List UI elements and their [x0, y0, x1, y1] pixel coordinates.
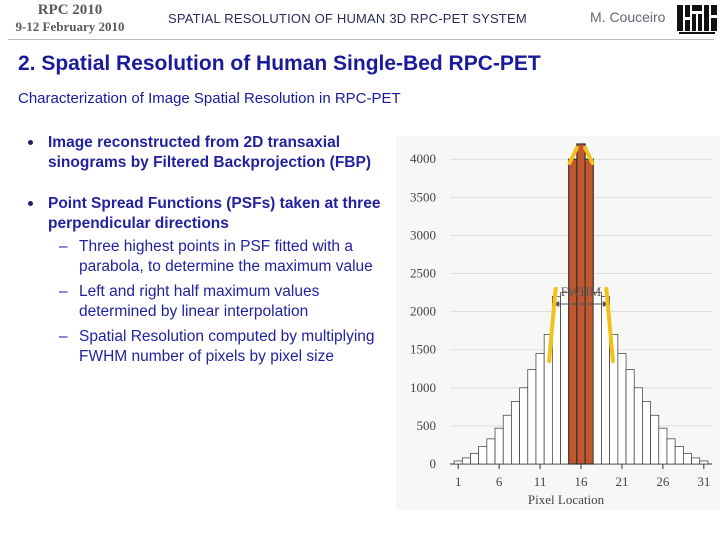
- psf-bar: [650, 414, 660, 465]
- left-half-max-marker: [547, 286, 558, 364]
- psf-bar: [527, 369, 537, 465]
- y-tick-label: 4000: [410, 151, 436, 166]
- psf-bar: [617, 353, 627, 465]
- conference-label: RPC 2010 9-12 February 2010: [0, 0, 140, 35]
- header-divider: [8, 39, 714, 40]
- y-tick-label: 1000: [410, 380, 436, 395]
- psf-bar: [568, 158, 578, 465]
- x-tick-label: 31: [697, 474, 710, 489]
- bullet-item: Point Spread Functions (PSFs) taken at t…: [24, 194, 390, 366]
- fwhm-label: FWHM: [561, 284, 602, 299]
- x-tick-label: 26: [656, 474, 670, 489]
- psf-bar: [658, 427, 668, 465]
- psf-bar: [699, 460, 709, 465]
- psf-bar: [470, 452, 480, 465]
- sub-bullet-item: – Three highest points in PSF fitted with…: [48, 237, 390, 276]
- psf-bar: [666, 438, 676, 465]
- psf-bar: [535, 353, 545, 465]
- psf-bar: [625, 369, 635, 465]
- conference-name: RPC 2010: [37, 2, 103, 18]
- bullet-text: Image reconstructed from 2D transaxial s…: [48, 134, 371, 171]
- psf-bar: [682, 452, 692, 465]
- dash-icon: –: [59, 328, 68, 345]
- slide-subtitle: Characterization of Image Spatial Resolu…: [18, 90, 401, 107]
- psf-bar: [633, 387, 643, 465]
- psf-bar: [519, 387, 529, 465]
- sub-bullet-list: – Three highest points in PSF fitted with…: [48, 237, 390, 366]
- y-tick-labels: 0 500 1000 1500 2000 2500 3000 3500 4000: [410, 151, 436, 471]
- psf-bar: [691, 457, 701, 465]
- sub-bullet-item: – Left and right half maximum values dete…: [48, 282, 390, 321]
- psf-bar: [494, 427, 504, 465]
- psf-bar: [642, 401, 651, 465]
- psf-bar: [461, 457, 471, 465]
- x-tick-label: 16: [575, 474, 589, 489]
- bullet-icon: [28, 140, 33, 145]
- x-tick-label: 11: [534, 474, 547, 489]
- psf-bar: [453, 460, 463, 465]
- x-tick-label: 1: [455, 474, 462, 489]
- psf-bar: [674, 446, 684, 465]
- bullet-item: Image reconstructed from 2D transaxial s…: [24, 133, 390, 172]
- psf-bar: [592, 292, 602, 465]
- conference-dates: 9-12 February 2010: [15, 19, 125, 34]
- psf-bar: [478, 446, 488, 465]
- presentation-title: SPATIAL RESOLUTION OF HUMAN 3D RPC-PET S…: [168, 11, 527, 26]
- y-tick-label: 3000: [410, 227, 436, 242]
- institution-logo-icon: [676, 2, 718, 36]
- x-axis-label: Pixel Location: [528, 492, 605, 507]
- y-tick-label: 500: [417, 418, 437, 433]
- bullet-icon: [28, 201, 33, 206]
- x-tick-labels: 1 6 11 16 21 26 31: [455, 464, 710, 489]
- sub-bullet-text: Left and right half maximum values deter…: [79, 283, 320, 320]
- psf-bar: [511, 401, 520, 465]
- psf-chart: 0 500 1000 1500 2000 2500 3000 3500 4000 1 6 11 16 2…: [396, 136, 720, 510]
- x-tick-label: 6: [496, 474, 503, 489]
- sub-bullet-text: Three highest points in PSF fitted with …: [79, 238, 373, 275]
- sub-bullet-text: Spatial Resolution computed by multiplyi…: [79, 328, 375, 365]
- psf-bar: [584, 158, 594, 465]
- y-tick-label: 3500: [410, 189, 436, 204]
- author-name: M. Couceiro: [590, 9, 666, 25]
- psf-bar: [560, 292, 570, 465]
- slide-title: 2. Spatial Resolution of Human Single-Be…: [18, 52, 541, 75]
- bullet-list: Image reconstructed from 2D transaxial s…: [24, 133, 390, 388]
- fwhm-annotation: FWHM: [547, 145, 615, 364]
- y-tick-label: 2500: [410, 266, 436, 281]
- psf-bar: [502, 414, 512, 465]
- right-half-max-marker: [604, 286, 615, 364]
- y-tick-label: 1500: [410, 342, 436, 357]
- bullet-text: Point Spread Functions (PSFs) taken at t…: [48, 195, 381, 232]
- x-tick-label: 21: [615, 474, 628, 489]
- y-tick-label: 2000: [410, 304, 436, 319]
- psf-bar: [486, 438, 496, 465]
- parabola-fit-marker: [567, 145, 595, 166]
- sub-bullet-item: – Spatial Resolution computed by multiply…: [48, 327, 390, 366]
- dash-icon: –: [59, 283, 68, 300]
- dash-icon: –: [59, 238, 68, 255]
- y-tick-label: 0: [430, 456, 437, 471]
